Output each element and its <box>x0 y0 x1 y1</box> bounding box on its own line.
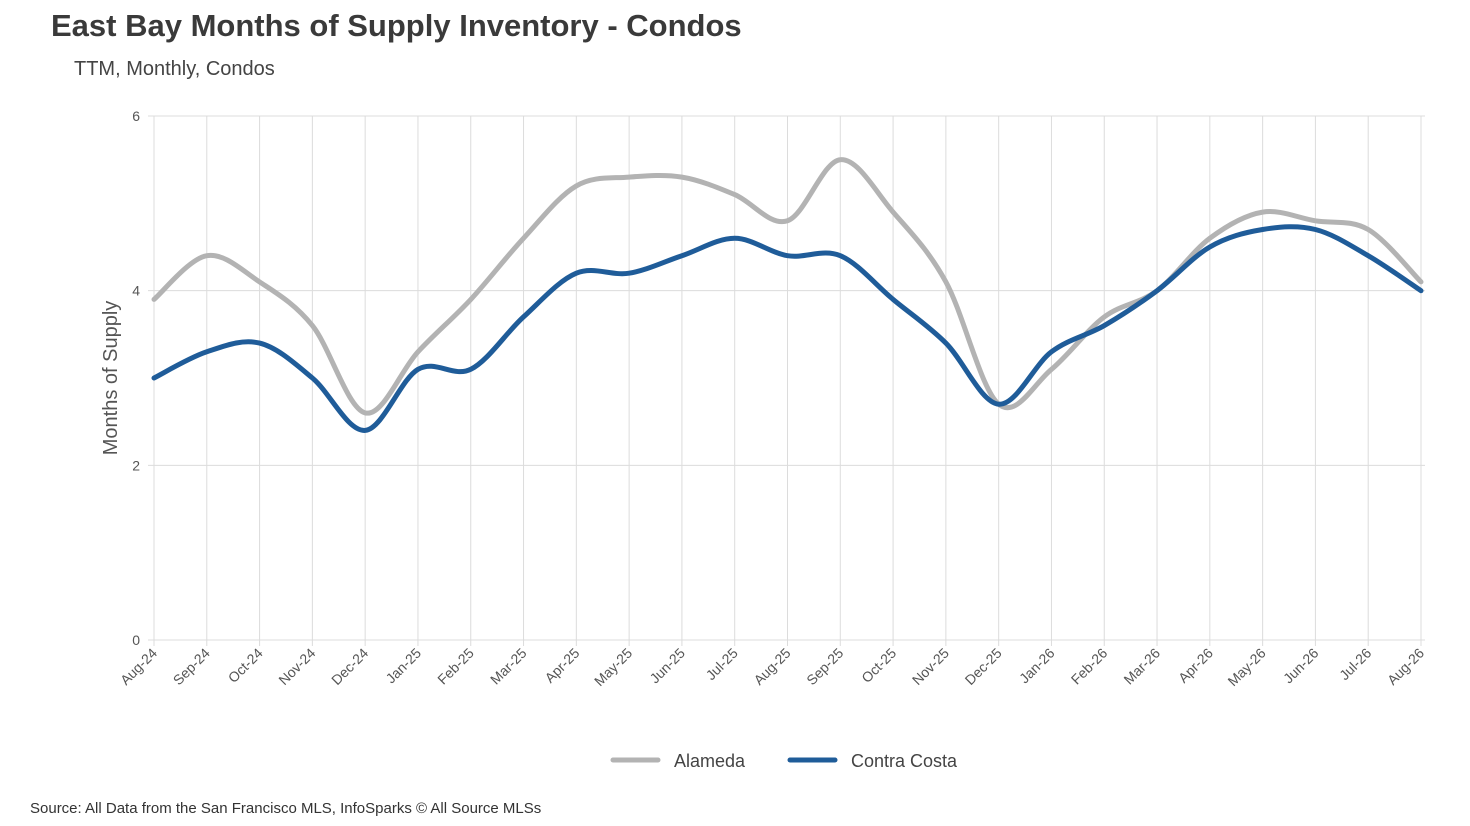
series-line-alameda <box>151 157 1424 416</box>
x-tick-label: Dec-24 <box>328 645 371 688</box>
x-tick-label: May-26 <box>1224 645 1268 689</box>
line-chart: 0 2 4 6 Aug-24 Sep-24 Oct-24 Nov-24 Dec-24 Jan-25… <box>100 108 1427 771</box>
x-tick-label: Jan-25 <box>382 645 424 687</box>
series-line-contra-costa <box>151 224 1424 433</box>
x-tick-label: Oct-24 <box>225 645 266 686</box>
x-tick-label: Aug-25 <box>750 645 793 688</box>
x-tick-label: Mar-25 <box>487 645 530 688</box>
x-tick-label: Sep-24 <box>170 645 213 688</box>
axis-layer: 0 2 4 6 Aug-24 Sep-24 Oct-24 Nov-24 Dec-24 Jan-25… <box>100 108 1427 689</box>
legend-label-contra-costa: Contra Costa <box>851 751 958 771</box>
chart-subtitle: TTM, Monthly, Condos <box>74 58 275 80</box>
x-tick-label: Oct-25 <box>858 645 899 686</box>
chart-title: East Bay Months of Supply Inventory - Co… <box>51 8 742 43</box>
series-layer <box>151 157 1424 433</box>
legend: Alameda Contra Costa <box>610 751 958 771</box>
x-tick-label: Nov-25 <box>909 645 952 688</box>
x-tick-label: Feb-25 <box>434 645 477 688</box>
x-tick-label: Apr-25 <box>541 645 582 686</box>
x-tick-label: Aug-24 <box>117 645 160 688</box>
x-tick-label: Nov-24 <box>275 645 318 688</box>
y-axis-label: Months of Supply <box>100 301 122 456</box>
x-tick-label: Jul-26 <box>1336 645 1374 683</box>
x-tick-label: Jun-25 <box>646 645 688 687</box>
x-tick-label: Jan-26 <box>1016 645 1058 687</box>
x-tick-label: Jun-26 <box>1280 645 1322 687</box>
x-tick-label: May-25 <box>591 645 635 689</box>
x-tick-label: Apr-26 <box>1175 645 1216 686</box>
x-tick-label: Dec-25 <box>962 645 1005 688</box>
x-tick-label: Aug-26 <box>1384 645 1427 688</box>
source-note: Source: All Data from the San Francisco … <box>30 800 542 817</box>
y-tick-label: 0 <box>132 632 140 648</box>
x-tick-label: Jul-25 <box>703 645 741 683</box>
grid-layer <box>148 115 1425 646</box>
y-tick-label: 6 <box>132 108 140 124</box>
x-tick-label: Sep-25 <box>803 645 846 688</box>
y-tick-label: 4 <box>132 283 140 299</box>
x-tick-label: Mar-26 <box>1120 645 1163 688</box>
y-tick-label: 2 <box>132 457 140 473</box>
legend-label-alameda: Alameda <box>674 751 746 771</box>
x-tick-label: Feb-26 <box>1068 645 1111 688</box>
